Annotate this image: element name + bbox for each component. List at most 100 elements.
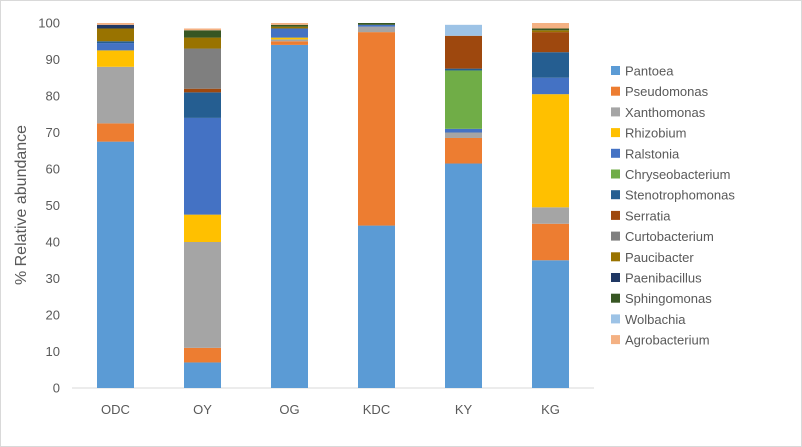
y-tick-label: 30 — [46, 271, 60, 286]
legend-swatch — [611, 128, 620, 138]
bar-segment-paucibacter-kg — [532, 30, 569, 33]
bar-segment-pantoea-ky — [445, 163, 482, 388]
bar-segment-xanthomonas-og — [271, 39, 308, 42]
legend-swatch — [611, 293, 620, 303]
legend-label: Pseudomonas — [625, 84, 709, 99]
legend-label: Stenotrophomonas — [625, 188, 735, 203]
y-tick-label: 0 — [53, 381, 60, 396]
bar-segment-ralstonia-og — [271, 28, 308, 38]
bar-segment-wolbachia-ky — [445, 24, 482, 36]
bar-segment-pantoea-kg — [532, 260, 569, 388]
bar-segment-agrobacterium-odc — [97, 23, 134, 25]
legend-swatch — [611, 107, 620, 117]
bar-segment-paucibacter-odc — [97, 28, 134, 42]
y-tick-label: 80 — [46, 89, 60, 104]
y-axis-ticks: 0 10 20 30 40 50 60 70 80 90 100 — [38, 16, 60, 396]
bar-segment-pseudomonas-kdc — [358, 32, 395, 226]
y-tick-label: 20 — [46, 308, 60, 323]
bar-segment-pseudomonas-kg — [532, 223, 569, 261]
bars-group — [97, 23, 569, 389]
y-tick-label: 60 — [46, 162, 60, 177]
x-tick-label: KY — [455, 402, 473, 417]
legend-label: Sphingomonas — [625, 291, 712, 306]
legend-label: Pantoea — [625, 64, 674, 79]
x-tick-label: OY — [193, 402, 212, 417]
bar-segment-pantoea-oy — [184, 362, 221, 388]
bar-segment-ralstonia-oy — [184, 117, 221, 215]
bar-segment-xanthomonas-oy — [184, 242, 221, 348]
bar-segment-agrobacterium-og — [271, 23, 308, 25]
bar-segment-xanthomonas-kg — [532, 207, 569, 224]
bar-segment-ralstonia-odc — [97, 43, 134, 51]
bar-segment-paucibacter-og — [271, 26, 308, 29]
bar-segment-pseudomonas-odc — [97, 123, 134, 142]
y-axis-label: % Relative abundance — [13, 125, 30, 285]
bar-segment-xanthomonas-odc — [97, 66, 134, 124]
legend-label: Rhizobium — [625, 126, 686, 141]
legend-swatch — [611, 86, 620, 96]
legend-swatch — [611, 148, 620, 158]
bar-segment-sphingomonas-kg — [532, 28, 569, 31]
legend-swatch — [611, 210, 620, 220]
legend-label: Curtobacterium — [625, 229, 714, 244]
bar-segment-paenibacillus-odc — [97, 24, 134, 29]
bar-segment-pseudomonas-og — [271, 41, 308, 45]
legend-swatch — [611, 190, 620, 200]
bar-segment-pseudomonas-ky — [445, 137, 482, 164]
bar-segment-paucibacter-oy — [184, 37, 221, 49]
legend-swatch — [611, 273, 620, 282]
bar-segment-ralstonia-kg — [532, 77, 569, 95]
legend-label: Paucibacter — [625, 250, 694, 265]
legend-label: Serratia — [625, 208, 671, 223]
legend-swatch — [611, 66, 620, 75]
bar-segment-stenotrophomonas-ky — [445, 68, 482, 71]
y-tick-label: 40 — [46, 235, 60, 250]
legend-label: Chryseobacterium — [625, 167, 731, 182]
bar-segment-xanthomonas-kdc — [358, 26, 395, 33]
y-tick-label: 90 — [46, 52, 60, 67]
bar-segment-xanthomonas-ky — [445, 132, 482, 138]
legend-swatch — [611, 314, 620, 324]
y-tick-label: 50 — [46, 198, 60, 213]
bar-segment-ralstonia-ky — [445, 128, 482, 133]
bar-segment-ralstonia-kdc — [358, 24, 395, 27]
bar-segment-agrobacterium-kg — [532, 23, 569, 29]
x-tick-label: ODC — [101, 402, 130, 417]
bar-segment-curtobacterium-oy — [184, 48, 221, 89]
bar-segment-stenotrophomonas-oy — [184, 92, 221, 118]
x-axis-ticks: ODC OY OG KDC KY KG — [101, 402, 560, 417]
x-tick-label: OG — [279, 402, 299, 417]
legend-swatch — [611, 169, 620, 179]
x-tick-label: KDC — [363, 402, 390, 417]
bar-segment-serratia-kg — [532, 32, 569, 53]
y-tick-label: 70 — [46, 125, 60, 140]
legend-label: Xanthomonas — [625, 105, 706, 120]
bar-segment-rhizobium-og — [271, 37, 308, 40]
bar-segment-sphingomonas-og — [271, 24, 308, 27]
legend-swatch — [611, 231, 620, 241]
legend-label: Paenibacillus — [625, 271, 702, 286]
bar-segment-rhizobium-odc — [97, 50, 134, 67]
bar-segment-pantoea-kdc — [358, 225, 395, 388]
bar-segment-pantoea-odc — [97, 141, 134, 388]
bar-segment-chryseobacterium-ky — [445, 70, 482, 129]
bar-segment-pantoea-og — [271, 44, 308, 389]
legend-label: Wolbachia — [625, 312, 686, 327]
bar-segment-serratia-oy — [184, 88, 221, 93]
bar-segment-stenotrophomonas-odc — [97, 41, 134, 44]
legend: Pantoea Pseudomonas Xanthomonas Rhizobium Ra… — [611, 64, 735, 348]
bar-segment-rhizobium-kg — [532, 94, 569, 208]
bar-segment-pseudomonas-oy — [184, 347, 221, 363]
bar-segment-sphingomonas-oy — [184, 30, 221, 38]
y-tick-label: 100 — [38, 16, 60, 31]
legend-label: Ralstonia — [625, 146, 680, 161]
legend-swatch — [611, 335, 620, 345]
y-tick-label: 10 — [46, 344, 60, 359]
bar-segment-rhizobium-oy — [184, 214, 221, 242]
bar-segment-stenotrophomonas-kg — [532, 52, 569, 78]
bar-segment-serratia-ky — [445, 35, 482, 69]
bar-segment-sphingomonas-kdc — [358, 23, 395, 25]
legend-swatch — [611, 252, 620, 262]
legend-label: Agrobacterium — [625, 333, 710, 348]
